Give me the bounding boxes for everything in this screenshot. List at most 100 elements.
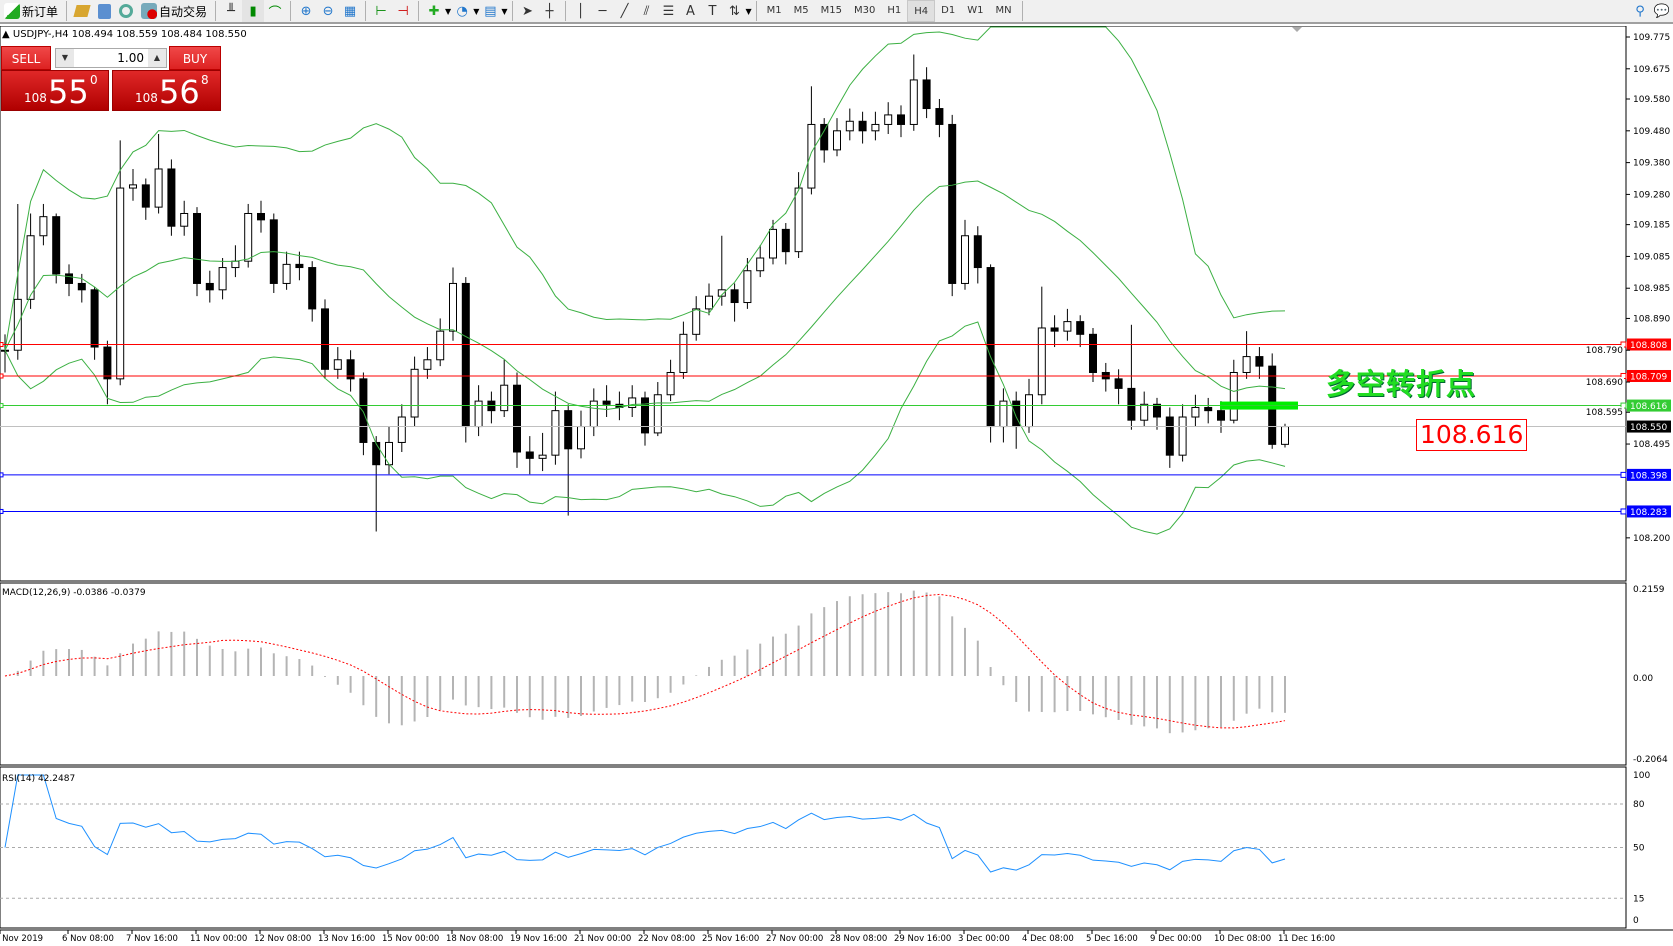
bar-chart-button[interactable]: ╨	[220, 0, 242, 22]
volume-increase-button[interactable]: ▲	[148, 49, 166, 67]
navigator-icon	[97, 3, 111, 19]
rsi-tick-label: 100	[1633, 771, 1650, 781]
timeframe-m30[interactable]: M30	[854, 5, 876, 16]
tile-windows-button[interactable]: ▦	[339, 0, 361, 22]
timeframe-h4[interactable]: H4	[907, 0, 936, 22]
candle-body	[705, 295, 713, 310]
line-handle	[0, 508, 4, 514]
candle-body	[26, 235, 35, 300]
candle-body	[295, 263, 304, 269]
candle-body	[193, 212, 201, 284]
price-tick-label: 108.790	[1586, 346, 1623, 356]
periods-dropdown-icon[interactable]: ▼	[473, 6, 480, 16]
sell-price-button[interactable]: 108 55 0	[1, 70, 109, 111]
timeframe-m1[interactable]: M1	[766, 5, 782, 16]
text-label-button[interactable]: T	[702, 0, 724, 22]
crosshair-button[interactable]: ┼	[539, 0, 561, 22]
zoom-in-button[interactable]: ⊕	[295, 0, 317, 22]
vertical-line-button[interactable]: │	[570, 0, 592, 22]
signals-button[interactable]	[115, 0, 137, 22]
auto-trading-button[interactable]: 自动交易	[137, 0, 211, 22]
timeframe-w1[interactable]: W1	[967, 5, 984, 16]
horizontal-line-price-label: 108.283	[1630, 508, 1667, 518]
indicators-dropdown-icon[interactable]: ▼	[445, 6, 452, 16]
price-tick-label: 108.690	[1586, 378, 1623, 388]
auto-trading-icon	[141, 3, 158, 19]
new-order-button[interactable]: 新订单	[0, 0, 62, 22]
candle-body	[1037, 327, 1046, 396]
cursor-button[interactable]: ➤	[517, 0, 539, 22]
candle-body	[1165, 416, 1174, 456]
candle-body	[385, 441, 393, 466]
fibonacci-button[interactable]: ☰	[658, 0, 680, 22]
timeframe-h1[interactable]: H1	[887, 5, 902, 16]
indicators-button[interactable]: ✚	[423, 0, 445, 22]
candle-body	[333, 359, 342, 370]
candle-body	[858, 120, 867, 132]
new-order-icon	[4, 3, 20, 19]
candle-body	[1217, 410, 1225, 421]
trendline-icon: ╱	[620, 3, 629, 19]
timeframe-bar: M1 M5 M15 M30 H1 H4 D1 W1 MN	[761, 0, 1018, 22]
annotation-price-label[interactable]: 108.616	[1416, 419, 1528, 451]
time-label: 5 Nov 2019	[0, 934, 43, 944]
time-label: 7 Nov 16:00	[126, 934, 178, 944]
horizontal-line-price-label: 108.398	[1630, 471, 1667, 481]
annotation-text[interactable]: 多空转折点	[1326, 367, 1477, 401]
templates-button[interactable]: ▤	[479, 0, 501, 22]
time-label: 6 Nov 08:00	[62, 934, 114, 944]
time-label: 11 Dec 16:00	[1278, 934, 1335, 944]
candle-body	[922, 79, 931, 110]
fibonacci-fan-button[interactable]: ⫽	[636, 0, 658, 22]
timeframe-m15[interactable]: M15	[820, 5, 843, 16]
search-button[interactable]: ⚲	[1629, 0, 1651, 22]
navigator-button[interactable]	[93, 0, 115, 22]
templates-dropdown-icon[interactable]: ▼	[501, 6, 508, 16]
candle-body	[1063, 321, 1072, 332]
timeframe-d1[interactable]: D1	[941, 5, 956, 16]
arrows-button[interactable]: ⇅	[724, 0, 746, 22]
chat-button[interactable]: 💬	[1651, 0, 1673, 22]
candlestick-button[interactable]: ▮	[242, 0, 265, 22]
candle-body	[205, 282, 214, 291]
buy-button[interactable]: BUY	[169, 46, 221, 70]
time-label: 3 Dec 00:00	[958, 934, 1010, 944]
price-label-bg	[1627, 468, 1671, 481]
arrows-dropdown-icon[interactable]: ▼	[745, 6, 752, 16]
candle-body	[180, 212, 189, 227]
trendline-button[interactable]: ╱	[614, 0, 636, 22]
price-tick-label: 109.480	[1633, 127, 1670, 137]
candle-body	[231, 260, 240, 269]
sell-button[interactable]: SELL	[1, 46, 51, 70]
rsi-label: RSI(14) 42.2487	[2, 774, 75, 784]
periods-button[interactable]: ◔	[451, 0, 473, 22]
candle-body	[1089, 333, 1097, 373]
timeframe-mn[interactable]: MN	[995, 5, 1012, 16]
time-label: 27 Nov 00:00	[766, 934, 823, 944]
horizontal-line-price-label: 108.709	[1630, 372, 1667, 382]
fibonacci-fan-icon: ⫽	[643, 3, 650, 19]
zoom-out-button[interactable]: ⊖	[317, 0, 339, 22]
line-chart-button[interactable]: ⌒	[264, 0, 286, 22]
volume-input[interactable]	[74, 49, 148, 67]
time-label: 11 Nov 00:00	[190, 934, 247, 944]
volume-decrease-button[interactable]: ▼	[56, 49, 74, 67]
crosshair-icon: ┼	[545, 3, 554, 19]
autoscroll-button[interactable]: ⊣	[392, 0, 414, 22]
text-button[interactable]: A	[680, 0, 702, 22]
chart-shift-button[interactable]: ⊢	[370, 0, 392, 22]
buy-price-button[interactable]: 108 56 8	[112, 70, 221, 111]
horizontal-line-button[interactable]: ─	[592, 0, 614, 22]
macd-tick-label: -0.2064	[1633, 755, 1668, 765]
candle-body	[257, 212, 265, 221]
timeframe-m5[interactable]: M5	[793, 5, 809, 16]
chart-window[interactable]: 108.808 108.709 108.616 108.550 108.398 108.2…	[0, 26, 1673, 946]
price-tick-label: 108.985	[1633, 284, 1670, 294]
market-watch-button[interactable]	[71, 0, 93, 22]
candle-body	[1076, 321, 1085, 335]
candle-body	[500, 384, 509, 412]
tile-windows-icon: ▦	[343, 3, 357, 19]
rsi-tick-label: 15	[1633, 894, 1644, 904]
price-tick-label: 109.085	[1633, 252, 1670, 262]
price-label-bg	[1627, 338, 1671, 351]
